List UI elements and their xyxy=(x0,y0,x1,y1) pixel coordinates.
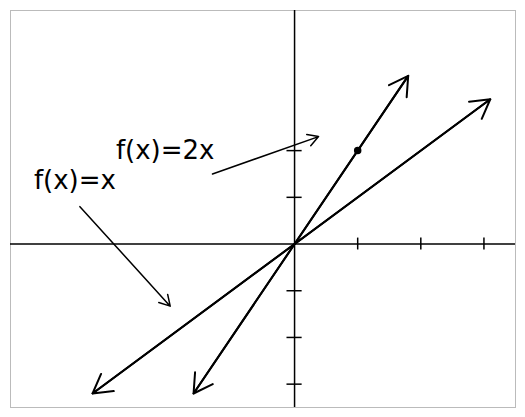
svg-text:f(x)=2x: f(x)=2x xyxy=(116,135,215,165)
svg-text:f(x)=x: f(x)=x xyxy=(34,165,116,195)
